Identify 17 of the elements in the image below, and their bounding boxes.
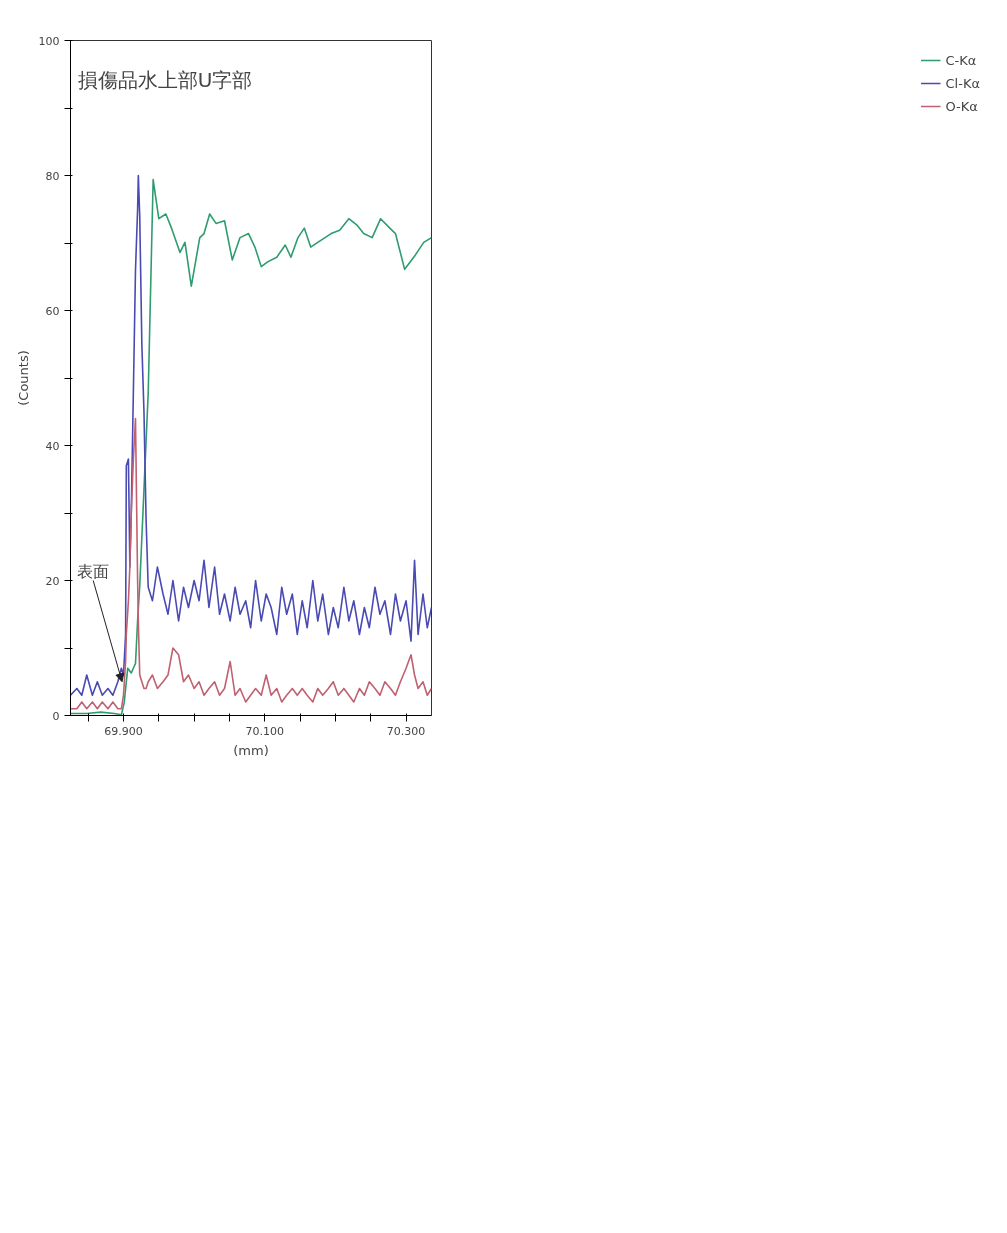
legend-label: Cl-Kα: [945, 75, 980, 91]
line-series: [70, 417, 432, 710]
x-tick-label: 69.900: [104, 724, 143, 738]
x-axis-title: (mm): [233, 742, 269, 758]
x-tick-label: 70.300: [386, 724, 426, 738]
y-tick-label: 20: [45, 574, 60, 588]
y-tick-label: 100: [38, 34, 60, 48]
y-tick-label: 40: [45, 439, 60, 453]
y-tick-label: 80: [45, 169, 60, 183]
legend-label: O-Kα: [945, 98, 978, 114]
y-axis-title: (Counts): [15, 350, 31, 406]
annotation: 損傷品水上部U字部: [77, 67, 253, 92]
x-tick-label: 70.100: [245, 724, 285, 738]
y-tick-label: 60: [45, 304, 60, 318]
annotation: 表面: [77, 561, 110, 581]
y-tick-label: 0: [52, 709, 60, 723]
legend-label: C-Kα: [945, 52, 977, 68]
